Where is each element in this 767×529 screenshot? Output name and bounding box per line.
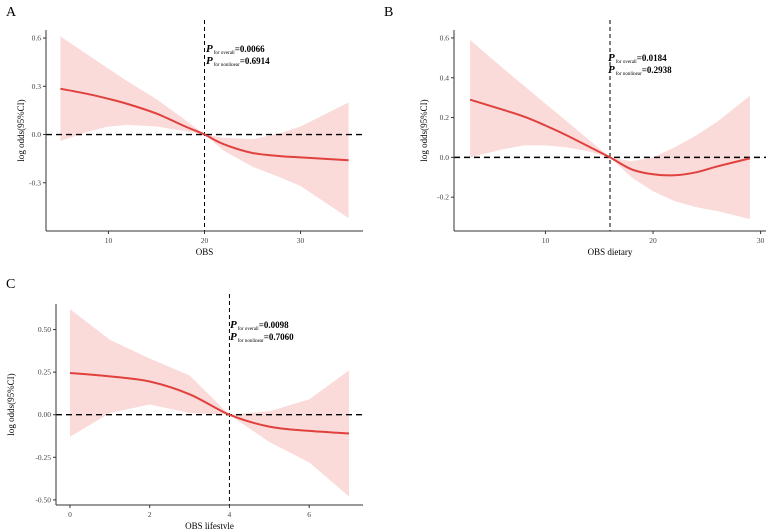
panel-b: -0.2 0.0 0.2 0.4 0.6 10 20 30 OBS dietary log odd… [384, 5, 766, 257]
x-tick-label: 10 [542, 236, 550, 245]
p-subscript: for nonlinear [238, 339, 264, 344]
y-tick-label: 0.0 [440, 153, 450, 162]
x-axis-title: OBS [196, 247, 214, 257]
x-tick-label: 20 [649, 236, 657, 245]
x-tick-label: 10 [105, 236, 113, 245]
y-tick-label: 0.3 [32, 82, 42, 91]
p-value: =0.6914 [240, 56, 270, 66]
y-tick-label: 0.6 [440, 33, 450, 42]
p-symbol: P [206, 43, 213, 55]
p-symbol: P [230, 319, 237, 331]
y-tick-label: 0.0 [32, 130, 42, 139]
x-tick-label: 0 [68, 510, 72, 519]
p-symbol: P [230, 331, 237, 343]
x-tick-label: 30 [297, 236, 305, 245]
x-axis-title: OBS lifestyle [185, 521, 234, 529]
p-nonlinear-annotation: Pfor nonlinear=0.7060 [230, 331, 294, 344]
p-subscript: for overall [616, 60, 638, 65]
p-value: =0.7060 [264, 332, 294, 342]
y-tick-label: 0.4 [440, 73, 450, 82]
y-tick-label: 0.00 [38, 410, 51, 419]
estimate-line [60, 87, 349, 162]
p-subscript: for nonlinear [616, 72, 642, 77]
p-value: =0.0098 [259, 320, 289, 330]
y-axis-title: log odds(95%CI) [419, 99, 429, 161]
y-tick-label: 0.2 [440, 113, 450, 122]
y-tick-label: -0.25 [35, 453, 51, 462]
p-overall-annotation: Pfor overall=0.0098 [230, 319, 289, 332]
x-tick-label: 2 [148, 510, 152, 519]
p-nonlinear-annotation: Pfor nonlinear=0.6914 [206, 55, 270, 68]
y-tick-label: -0.3 [29, 178, 41, 187]
x-tick-label: 20 [201, 236, 209, 245]
panel-label: B [384, 5, 393, 20]
p-symbol: P [608, 64, 615, 76]
p-subscript: for overall [238, 327, 260, 332]
x-tick-label: 6 [307, 510, 311, 519]
y-tick-label: 0.25 [38, 368, 51, 377]
estimate-line [469, 98, 751, 177]
p-value: =0.0184 [637, 53, 667, 63]
panel-c: -0.50 -0.25 0.00 0.25 0.50 0 2 4 6 OBS lifestyle l… [6, 277, 363, 529]
y-tick-label: -0.2 [437, 193, 449, 202]
p-symbol: P [608, 52, 615, 64]
panel-label: C [6, 277, 15, 292]
p-subscript: for overall [214, 51, 236, 56]
p-overall-annotation: Pfor overall=0.0184 [608, 52, 667, 65]
p-nonlinear-annotation: Pfor nonlinear=0.2938 [608, 64, 672, 77]
p-symbol: P [206, 55, 213, 67]
confidence-band [60, 36, 349, 219]
x-axis-title: OBS dietary [588, 247, 633, 257]
p-value: =0.0066 [235, 44, 265, 54]
panel-label: A [6, 5, 17, 20]
y-axis-title: log odds(95%CI) [16, 99, 26, 161]
x-tick-label: 4 [228, 510, 232, 519]
p-value: =0.2938 [642, 65, 672, 75]
p-subscript: for nonlinear [214, 63, 240, 68]
y-tick-label: 0.6 [32, 34, 42, 43]
panel-a: -0.3 0.0 0.3 0.6 10 20 30 OBS log odds(95%CI) A Pf… [6, 5, 363, 257]
x-tick-label: 30 [757, 236, 765, 245]
estimate-line [69, 372, 350, 435]
y-tick-label: 0.50 [38, 325, 51, 334]
p-overall-annotation: Pfor overall=0.0066 [206, 43, 265, 56]
y-tick-label: -0.50 [35, 495, 51, 504]
y-axis-title: log odds(95%CI) [6, 373, 16, 435]
confidence-band [70, 309, 349, 497]
